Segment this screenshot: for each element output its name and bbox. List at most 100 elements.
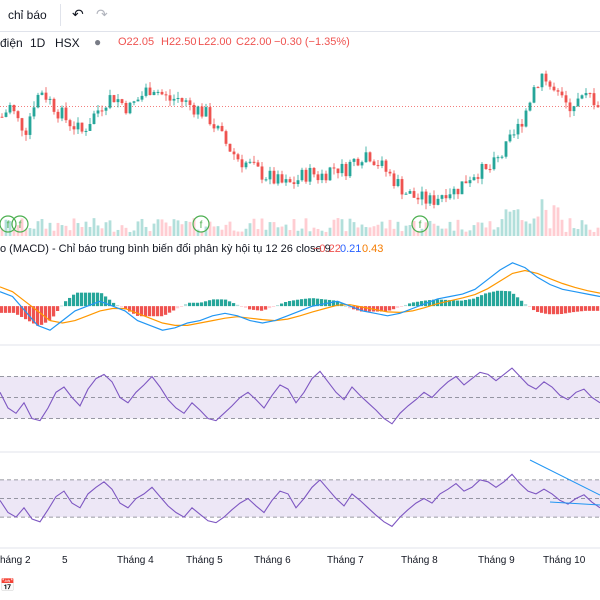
candle-body	[432, 195, 436, 205]
volume-bar	[300, 228, 304, 236]
macd-value: −0.22	[313, 243, 341, 255]
volume-bar	[16, 225, 20, 236]
candle-body	[480, 163, 484, 179]
candle-body	[580, 95, 584, 99]
macd-histogram-bar	[388, 306, 392, 311]
candle-body	[88, 124, 92, 131]
calendar-icon[interactable]: 📅	[0, 578, 15, 592]
macd-histogram-bar	[592, 306, 596, 311]
candle-body	[436, 198, 440, 205]
volume-bar	[548, 228, 552, 236]
candle-body	[392, 173, 396, 187]
candle-body	[292, 182, 296, 185]
macd-histogram-bar	[344, 305, 348, 307]
macd-histogram-bar	[500, 290, 504, 307]
x-tick-label: Tháng 7	[327, 555, 364, 566]
candle-body	[428, 195, 432, 204]
volume-bar	[584, 224, 588, 236]
symbol-name[interactable]: điện	[0, 36, 23, 50]
macd-histogram-bar	[508, 291, 512, 307]
volume-bar	[580, 220, 584, 236]
candle-body	[132, 101, 136, 103]
volume-bar	[392, 228, 396, 236]
candle-body	[16, 111, 20, 119]
volume-bar	[132, 230, 136, 236]
candle-body	[48, 98, 52, 100]
candle-body	[472, 177, 476, 181]
candle-body	[572, 106, 576, 112]
volume-bar	[228, 221, 232, 236]
macd-histogram-bar	[176, 306, 180, 309]
volume-bar	[40, 219, 44, 236]
candle-body	[356, 158, 360, 166]
macd-histogram-bar	[4, 306, 8, 313]
candle-body	[228, 143, 232, 152]
candle-body	[412, 191, 416, 198]
volume-bar	[148, 231, 152, 236]
candle-body	[464, 181, 468, 184]
macd-histogram-bar	[140, 306, 144, 317]
volume-bar	[136, 221, 140, 236]
volume-bar	[196, 229, 200, 236]
candle-body	[320, 173, 324, 181]
macd-title[interactable]: o (MACD) - Chỉ báo trung bình biến đổi p…	[0, 243, 331, 255]
macd-histogram-bar	[432, 299, 436, 307]
candle-body	[340, 163, 344, 174]
macd-histogram-bar	[64, 301, 68, 307]
macd-histogram-bar	[228, 301, 232, 307]
dots-icon[interactable]: ●	[94, 35, 102, 49]
interval-label[interactable]: 1D	[30, 36, 46, 50]
event-marker-label: f	[200, 220, 203, 231]
volume-bar	[404, 225, 408, 236]
volume-bar	[52, 230, 56, 236]
macd-histogram-bar	[308, 298, 312, 307]
macd-histogram-bar	[460, 300, 464, 307]
macd-histogram-bar	[76, 292, 80, 307]
candle-body	[164, 94, 168, 96]
candle-body	[456, 188, 460, 195]
volume-bar	[56, 222, 60, 236]
macd-histogram-bar	[104, 296, 108, 307]
macd-histogram-bar	[304, 298, 308, 307]
volume-bar	[260, 218, 264, 236]
candle-body	[60, 107, 64, 119]
oscillator-2-band	[0, 479, 600, 518]
volume-bar	[212, 226, 216, 236]
candle-body	[200, 106, 204, 117]
candle-body	[520, 123, 524, 127]
macd-histogram-bar	[316, 298, 320, 307]
indicators-button[interactable]: chỉ báo	[8, 8, 47, 22]
candle-body	[144, 87, 148, 96]
candle-body	[336, 168, 340, 174]
volume-bar	[444, 228, 448, 236]
volume-bar	[380, 221, 384, 236]
volume-bar	[560, 219, 564, 236]
macd-histogram-bar	[572, 306, 576, 313]
candle-body	[44, 92, 48, 100]
candle-body	[452, 188, 456, 195]
candle-body	[288, 179, 292, 183]
macd-histogram-bar	[36, 306, 40, 326]
high-value: H22.50	[161, 36, 197, 48]
event-marker-label: f	[419, 220, 422, 231]
candle-body	[396, 179, 400, 187]
undo-icon[interactable]: ↶	[72, 6, 84, 22]
x-tick-label: Tháng 10	[543, 555, 586, 566]
candle-body	[104, 107, 108, 111]
macd-panel	[0, 262, 600, 331]
volume-bar	[304, 218, 308, 236]
candle-body	[404, 193, 408, 195]
candle-body	[92, 113, 96, 125]
macd-histogram-bar	[224, 299, 228, 307]
redo-icon[interactable]: ↷	[96, 6, 108, 22]
candle-body	[256, 162, 260, 167]
volume-bar	[456, 219, 460, 236]
volume-bar	[200, 231, 204, 236]
volume-bar	[168, 226, 172, 236]
volume-bar	[84, 221, 88, 236]
volume-bar	[324, 231, 328, 236]
candle-body	[136, 99, 140, 102]
volume-bar	[464, 231, 468, 236]
candle-body	[536, 87, 540, 89]
